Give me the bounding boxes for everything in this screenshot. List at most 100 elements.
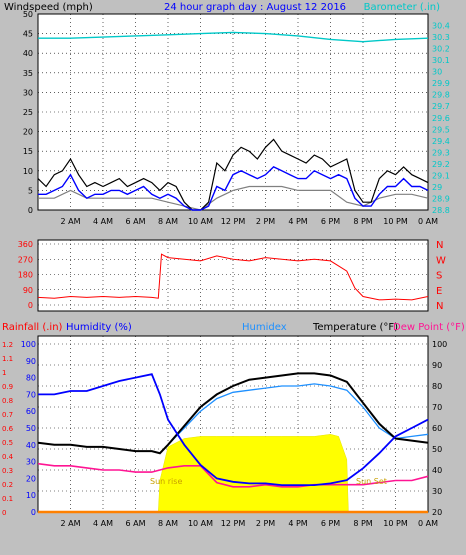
direction-y-tick-label: 90 bbox=[23, 286, 33, 295]
wind-y-tick-label: 15 bbox=[23, 147, 33, 156]
wind-y-tick-label: 25 bbox=[23, 108, 33, 117]
x-tick-label-temp: 12 PM bbox=[221, 519, 246, 528]
barometer-y-tick-label: 30.1 bbox=[432, 56, 450, 65]
compass-label: W bbox=[436, 255, 446, 266]
humidity-y-tick-label: 10 bbox=[26, 491, 36, 500]
humidity-y-tick-label: 30 bbox=[26, 458, 36, 467]
humidity-y-tick-label: 100 bbox=[21, 340, 36, 349]
x-tick-label-wind: 10 AM bbox=[188, 217, 213, 226]
barometer-y-tick-label: 29.4 bbox=[432, 137, 450, 146]
rain-y-tick-label: 1.1 bbox=[2, 355, 13, 363]
x-tick-label-wind: 4 PM bbox=[288, 217, 307, 226]
direction-y-tick-label: 180 bbox=[18, 271, 33, 280]
gust-line bbox=[38, 166, 429, 211]
temp-y-tick-label: 90 bbox=[432, 361, 442, 370]
x-tick-label-temp: 10 AM bbox=[188, 519, 213, 528]
humidity-line bbox=[38, 373, 429, 486]
temperature-series bbox=[37, 372, 429, 514]
solar-area bbox=[158, 434, 349, 513]
temp-y-tick-label: 50 bbox=[432, 445, 442, 454]
x-tick-label-wind: 8 AM bbox=[158, 217, 178, 226]
temp-y-tick-label: 100 bbox=[432, 340, 447, 349]
wind-y-tick-label: 50 bbox=[23, 10, 33, 19]
direction-y-tick-label: 270 bbox=[18, 255, 33, 264]
x-tick-label-temp: 8 AM bbox=[158, 519, 178, 528]
dewpoint-axis-label: Dew Point (°F) bbox=[393, 322, 465, 333]
dewpoint-line bbox=[37, 462, 429, 488]
x-tick-label-temp: 0 AM bbox=[418, 519, 438, 528]
direction-y-tick-label: 360 bbox=[18, 240, 33, 249]
humidity-y-tick-label: 40 bbox=[26, 441, 36, 450]
barometer-line bbox=[38, 31, 429, 43]
x-tick-label-wind: 2 AM bbox=[60, 217, 80, 226]
wind-y-tick-label: 20 bbox=[23, 128, 33, 137]
rain-y-tick-label: 0 bbox=[2, 509, 6, 517]
barometer-y-tick-label: 29.3 bbox=[432, 148, 450, 157]
barometer-y-tick-label: 30.3 bbox=[432, 33, 450, 42]
x-tick-label-temp: 4 AM bbox=[93, 519, 113, 528]
barometer-y-tick-label: 30 bbox=[432, 68, 442, 77]
barometer-y-tick-label: 29.6 bbox=[432, 114, 450, 123]
barometer-y-tick-label: 29.8 bbox=[432, 91, 450, 100]
humidity-y-tick-label: 0 bbox=[31, 508, 36, 517]
rain-y-tick-label: 0.3 bbox=[2, 467, 13, 475]
rain-y-tick-label: 1 bbox=[2, 369, 6, 377]
x-tick-label-temp: 2 PM bbox=[256, 519, 275, 528]
humidity-y-tick-label: 60 bbox=[26, 407, 36, 416]
barometer-y-tick-label: 29.2 bbox=[432, 160, 450, 169]
barometer-y-tick-label: 29.5 bbox=[432, 125, 450, 134]
temperature-axis-label: Temperature (°F) bbox=[312, 322, 398, 333]
humidity-y-tick-label: 80 bbox=[26, 374, 36, 383]
rain-y-tick-label: 0.1 bbox=[2, 495, 13, 503]
temp-y-tick-label: 20 bbox=[432, 508, 442, 517]
sunrise-label: Sun rise bbox=[150, 477, 182, 486]
temp-y-tick-label: 70 bbox=[432, 403, 442, 412]
rain-y-tick-label: 0.6 bbox=[2, 425, 14, 433]
rain-y-tick-label: 0.4 bbox=[2, 453, 14, 461]
barometer-y-tick-label: 30.4 bbox=[432, 22, 450, 31]
wind-y-tick-label: 35 bbox=[23, 69, 33, 78]
wind-y-tick-label: 45 bbox=[23, 30, 33, 39]
temp-y-tick-label: 30 bbox=[432, 487, 442, 496]
humidity-y-tick-label: 70 bbox=[26, 390, 36, 399]
x-tick-label-temp: 4 PM bbox=[288, 519, 307, 528]
x-tick-label-temp: 6 PM bbox=[321, 519, 340, 528]
rain-y-tick-label: 0.9 bbox=[2, 383, 13, 391]
x-tick-label-wind: 10 PM bbox=[383, 217, 408, 226]
compass-label: E bbox=[436, 286, 442, 297]
direction-y-tick-label: 0 bbox=[28, 301, 33, 310]
compass-label: N bbox=[436, 301, 443, 312]
rain-y-tick-label: 0.5 bbox=[2, 439, 13, 447]
barometer-y-tick-label: 29.9 bbox=[432, 79, 450, 88]
barometer-axis-label: Barometer (.in) bbox=[364, 2, 440, 13]
rain-y-tick-label: 0.8 bbox=[2, 397, 13, 405]
compass-label: N bbox=[436, 240, 443, 251]
temp-y-tick-label: 60 bbox=[432, 424, 442, 433]
x-tick-label-wind: 6 PM bbox=[321, 217, 340, 226]
graph-title: 24 hour graph day : August 12 2016 bbox=[164, 2, 346, 13]
barometer-y-tick-label: 29 bbox=[432, 183, 442, 192]
x-tick-label-temp: 2 AM bbox=[60, 519, 80, 528]
humidity-y-tick-label: 50 bbox=[26, 424, 36, 433]
wind-y-tick-label: 10 bbox=[23, 167, 33, 176]
humidex-label: Humidex bbox=[242, 322, 287, 333]
wind-grid bbox=[38, 14, 428, 210]
wind-y-tick-label: 0 bbox=[28, 206, 33, 215]
windspeed-line bbox=[37, 138, 429, 211]
rain-y-tick-label: 1.2 bbox=[2, 341, 13, 349]
x-tick-label-wind: 4 AM bbox=[93, 217, 113, 226]
wind-direction-line bbox=[37, 253, 429, 301]
direction-panel bbox=[37, 239, 429, 312]
barometer-y-tick-label: 28.8 bbox=[432, 206, 450, 215]
x-tick-label-temp: 6 AM bbox=[125, 519, 145, 528]
x-tick-label-temp: 8 PM bbox=[353, 519, 372, 528]
x-tick-label-wind: 0 AM bbox=[418, 217, 438, 226]
barometer-y-tick-label: 30.2 bbox=[432, 45, 450, 54]
direction-grid bbox=[38, 240, 428, 311]
humidex-line bbox=[159, 383, 429, 454]
direction-series bbox=[37, 253, 429, 301]
humidity-axis-label: Humidity (%) bbox=[66, 322, 132, 333]
x-tick-label-wind: 8 PM bbox=[353, 217, 372, 226]
barometer-y-tick-label: 28.9 bbox=[432, 194, 450, 203]
